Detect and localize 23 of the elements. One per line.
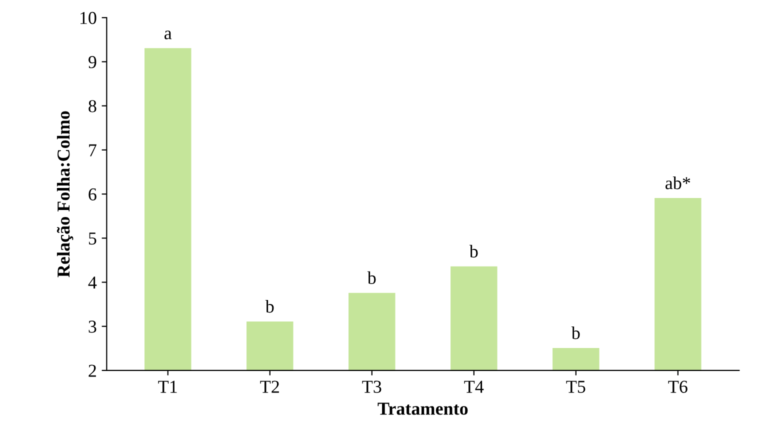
y-axis-title: Relação Folha:Colmo <box>56 111 74 278</box>
annotation: b <box>469 244 478 258</box>
x-tick-label: T1 <box>158 380 177 393</box>
x-tick-label: T3 <box>362 380 382 393</box>
y-tick-label: 4 <box>88 276 97 289</box>
y-tick-label: 5 <box>88 232 96 245</box>
y-tick-label: 3 <box>88 320 96 333</box>
y-tick-label: 7 <box>89 144 96 156</box>
annotation: a <box>164 30 172 40</box>
annotation: b <box>571 326 580 340</box>
x-axis-title: Tratamento <box>378 402 468 415</box>
y-tick-label: 9 <box>88 56 96 68</box>
y-tick-label: 10 <box>80 12 96 24</box>
x-tick-label: T5 <box>566 380 586 393</box>
y-tick-label: 2 <box>88 364 96 377</box>
x-tick-label: T2 <box>260 380 279 393</box>
annotation: ab* <box>666 176 690 190</box>
x-tick-label: T6 <box>668 380 688 393</box>
x-tick-label: T4 <box>464 380 484 393</box>
y-tick-label: 8 <box>88 100 96 112</box>
annotation: b <box>367 271 376 284</box>
y-tick-label: 6 <box>88 188 96 200</box>
annotation: b <box>265 300 274 313</box>
